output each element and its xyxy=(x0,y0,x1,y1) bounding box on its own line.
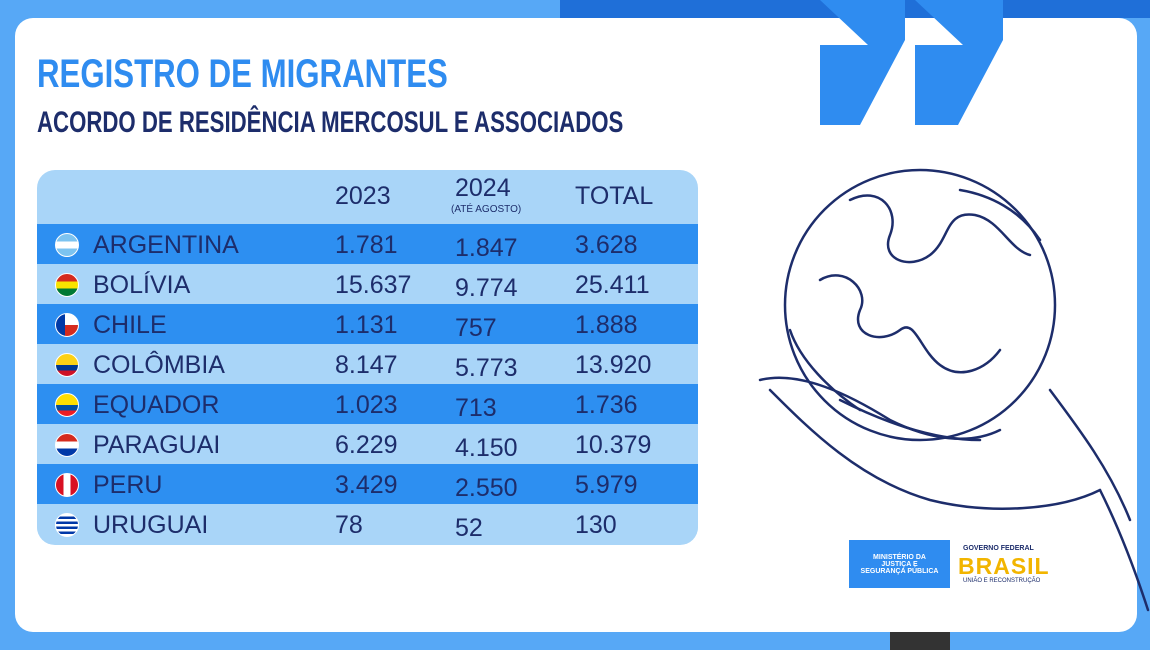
table-row: CHILE 1.131 757 1.888 xyxy=(37,304,698,344)
cell: 3.429 xyxy=(335,471,398,499)
quote-mark xyxy=(915,0,1003,125)
cell: 78 xyxy=(335,511,363,539)
country-name: EQUADOR xyxy=(93,391,220,419)
column-note: (ATÉ AGOSTO) xyxy=(451,204,522,215)
flag-icon xyxy=(55,393,79,417)
cell: 13.920 xyxy=(575,351,652,379)
cell: 1.781 xyxy=(335,231,398,259)
cell: 15.637 xyxy=(335,271,412,299)
cell: 1.847 xyxy=(455,234,518,262)
table-row: COLÔMBIA 8.147 5.773 13.920 xyxy=(37,344,698,384)
cell: 4.150 xyxy=(455,434,518,462)
cell: 2.550 xyxy=(455,474,518,502)
cell: 3.628 xyxy=(575,231,638,259)
table: (ATÉ AGOSTO) 2023 2024 TOTAL ARGENTINA 1.78… xyxy=(37,170,698,545)
table-row: EQUADOR 1.023 713 1.736 xyxy=(37,384,698,424)
flag-icon xyxy=(55,513,79,537)
cell: 1.888 xyxy=(575,311,638,339)
subtitle: ACORDO DE RESIDÊNCIA MERCOSUL E ASSOCIAD… xyxy=(37,106,624,139)
country-name: ARGENTINA xyxy=(93,231,239,259)
country-name: PARAGUAI xyxy=(93,431,221,459)
table-row: BOLÍVIA 15.637 9.774 25.411 xyxy=(37,264,698,304)
table-row: PARAGUAI 6.229 4.150 10.379 xyxy=(37,424,698,464)
flag-icon xyxy=(55,313,79,337)
ministry-logo: MINISTÉRIO DA JUSTIÇA E SEGURANÇA PÚBLIC… xyxy=(849,540,950,588)
column-header: 2023 xyxy=(335,182,391,210)
cell: 6.229 xyxy=(335,431,398,459)
gov-logo-top: GOVERNO FEDERAL xyxy=(963,545,1034,552)
country-name: CHILE xyxy=(93,311,167,339)
cell: 8.147 xyxy=(335,351,398,379)
cell: 757 xyxy=(455,314,497,342)
column-header: TOTAL xyxy=(575,182,654,210)
country-name: BOLÍVIA xyxy=(93,271,191,299)
cell: 5.773 xyxy=(455,354,518,382)
flag-icon xyxy=(55,433,79,457)
quote-mark xyxy=(820,0,905,125)
decor-strip xyxy=(890,630,950,650)
title: REGISTRO DE MIGRANTES xyxy=(37,52,448,96)
table-row: ARGENTINA 1.781 1.847 3.628 xyxy=(37,224,698,264)
cell: 1.131 xyxy=(335,311,398,339)
cell: 713 xyxy=(455,394,497,422)
cell: 130 xyxy=(575,511,617,539)
flag-icon xyxy=(55,353,79,377)
gov-logo-bottom: UNIÃO E RECONSTRUÇÃO xyxy=(963,578,1041,584)
globe-hand xyxy=(758,168,1150,612)
table-header: (ATÉ AGOSTO) 2023 2024 TOTAL xyxy=(37,170,698,222)
column-header: 2024 xyxy=(455,174,511,202)
cell: 1.023 xyxy=(335,391,398,419)
flag-icon xyxy=(55,233,79,257)
country-name: PERU xyxy=(93,471,163,499)
table-row: PERU 3.429 2.550 5.979 xyxy=(37,464,698,504)
table-row: URUGUAI 78 52 130 xyxy=(37,504,698,544)
country-name: COLÔMBIA xyxy=(93,351,225,379)
cell: 52 xyxy=(455,514,483,542)
cell: 25.411 xyxy=(575,271,650,299)
cell: 5.979 xyxy=(575,471,638,499)
country-name: URUGUAI xyxy=(93,511,209,539)
cell: 1.736 xyxy=(575,391,638,419)
gov-logo-name: BRASIL xyxy=(958,553,1050,579)
flag-icon xyxy=(55,273,79,297)
flag-icon xyxy=(55,473,79,497)
cell: 10.379 xyxy=(575,431,652,459)
cell: 9.774 xyxy=(455,274,518,302)
